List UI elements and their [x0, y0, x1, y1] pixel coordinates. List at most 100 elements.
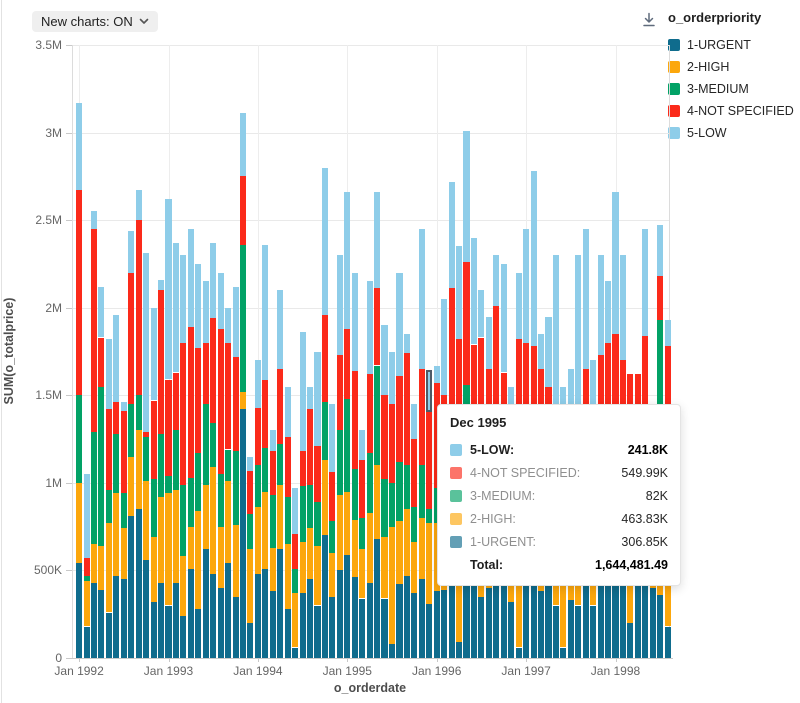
bar-segment[interactable] — [165, 605, 172, 658]
bar-segment[interactable] — [508, 602, 515, 658]
bar-segment[interactable] — [470, 566, 478, 658]
bar-segment[interactable] — [552, 605, 559, 658]
bar-segment[interactable] — [374, 192, 381, 289]
bar-segment[interactable] — [478, 290, 485, 338]
bar-segment[interactable] — [344, 398, 351, 492]
bar-segment[interactable] — [299, 486, 306, 543]
bar-segment[interactable] — [202, 342, 209, 404]
bar-segment[interactable] — [545, 316, 552, 387]
bar-segment[interactable] — [403, 575, 410, 658]
bar-segment[interactable] — [448, 181, 455, 289]
bar-segment[interactable] — [284, 496, 291, 545]
bar-segment[interactable] — [344, 192, 351, 329]
bar-segment[interactable] — [269, 430, 276, 452]
bar-segment[interactable] — [150, 537, 157, 602]
bar-segment[interactable] — [381, 537, 388, 599]
bar-segment[interactable] — [314, 351, 321, 447]
bar-segment[interactable] — [381, 325, 388, 396]
bar-segment[interactable] — [165, 475, 172, 494]
bar-segment[interactable] — [157, 433, 165, 497]
bar-segment[interactable] — [657, 594, 664, 658]
bar-segment[interactable] — [165, 199, 172, 380]
bar-segment[interactable] — [277, 444, 284, 485]
bar-segment[interactable] — [590, 605, 597, 658]
bar-segment[interactable] — [150, 479, 157, 538]
bar-segment[interactable] — [374, 538, 381, 658]
bar-segment[interactable] — [98, 589, 105, 658]
bar-segment[interactable] — [448, 582, 455, 658]
bar-segment[interactable] — [329, 404, 336, 473]
bar-segment[interactable] — [664, 320, 671, 347]
bar-segment[interactable] — [135, 395, 142, 431]
bar-segment[interactable] — [388, 526, 396, 644]
bar-segment[interactable] — [470, 344, 478, 440]
bar-segment[interactable] — [292, 488, 299, 534]
bar-segment[interactable] — [202, 404, 209, 485]
bar-segment[interactable] — [560, 554, 567, 648]
bar-segment[interactable] — [418, 228, 425, 369]
bar-segment[interactable] — [76, 102, 83, 191]
bar-segment[interactable] — [187, 526, 194, 569]
bar-segment[interactable] — [403, 465, 410, 510]
bar-segment[interactable] — [210, 318, 217, 424]
bar-segment[interactable] — [657, 225, 664, 277]
bar-segment[interactable] — [351, 272, 358, 371]
bar-segment[interactable] — [254, 465, 261, 508]
bar-segment[interactable] — [187, 228, 194, 327]
bar-segment[interactable] — [225, 563, 232, 658]
bar-segment[interactable] — [366, 582, 373, 658]
bar-segment[interactable] — [262, 244, 269, 380]
bar-segment[interactable] — [292, 568, 299, 594]
bar-segment[interactable] — [418, 465, 425, 518]
bar-segment[interactable] — [605, 579, 612, 658]
bar-segment[interactable] — [172, 242, 180, 373]
bar-segment[interactable] — [523, 566, 530, 658]
bar-segment[interactable] — [150, 602, 157, 658]
bar-segment[interactable] — [210, 573, 217, 658]
bar-segment[interactable] — [463, 545, 470, 658]
bar-segment[interactable] — [433, 591, 440, 658]
bar-segment[interactable] — [530, 579, 537, 658]
bar-segment[interactable] — [426, 508, 433, 524]
bar-segment[interactable] — [225, 342, 232, 450]
bar-segment[interactable] — [120, 528, 127, 580]
bar-segment[interactable] — [537, 591, 545, 658]
bar-segment[interactable] — [165, 379, 172, 476]
bar-segment[interactable] — [254, 407, 261, 466]
bar-segment[interactable] — [113, 575, 120, 658]
bar-segment[interactable] — [217, 272, 224, 329]
bar-segment[interactable] — [143, 481, 150, 560]
bar-segment[interactable] — [247, 549, 254, 623]
download-icon[interactable] — [640, 11, 658, 29]
bar-segment[interactable] — [366, 374, 373, 454]
bar-segment[interactable] — [262, 491, 269, 569]
bar-segment[interactable] — [619, 570, 627, 658]
bar-segment[interactable] — [195, 510, 202, 609]
bar-segment[interactable] — [90, 211, 98, 229]
bar-segment[interactable] — [344, 491, 351, 555]
bar-segment[interactable] — [262, 379, 269, 448]
bar-segment[interactable] — [649, 587, 656, 658]
bar-segment[interactable] — [307, 579, 314, 658]
bar-segment[interactable] — [98, 545, 105, 590]
bar-segment[interactable] — [664, 626, 671, 658]
bar-segment[interactable] — [351, 519, 358, 578]
bar-segment[interactable] — [195, 453, 202, 511]
bar-segment[interactable] — [523, 342, 530, 448]
bar-segment[interactable] — [172, 489, 180, 583]
bar-segment[interactable] — [455, 246, 463, 340]
bar-segment[interactable] — [120, 402, 127, 412]
bar-segment[interactable] — [336, 495, 343, 571]
bar-segment[interactable] — [157, 496, 165, 583]
bar-segment[interactable] — [433, 383, 440, 489]
bar-segment[interactable] — [157, 582, 165, 658]
bar-segment[interactable] — [411, 507, 418, 543]
bar-segment[interactable] — [180, 255, 187, 343]
bar-segment[interactable] — [202, 549, 209, 658]
bar-segment[interactable] — [113, 493, 120, 576]
legend-item-3-medium[interactable]: 3-MEDIUM — [668, 78, 798, 100]
bar-segment[interactable] — [500, 372, 507, 432]
bar-segment[interactable] — [359, 549, 366, 599]
bar-segment[interactable] — [537, 334, 545, 369]
bar-segment[interactable] — [202, 484, 209, 550]
